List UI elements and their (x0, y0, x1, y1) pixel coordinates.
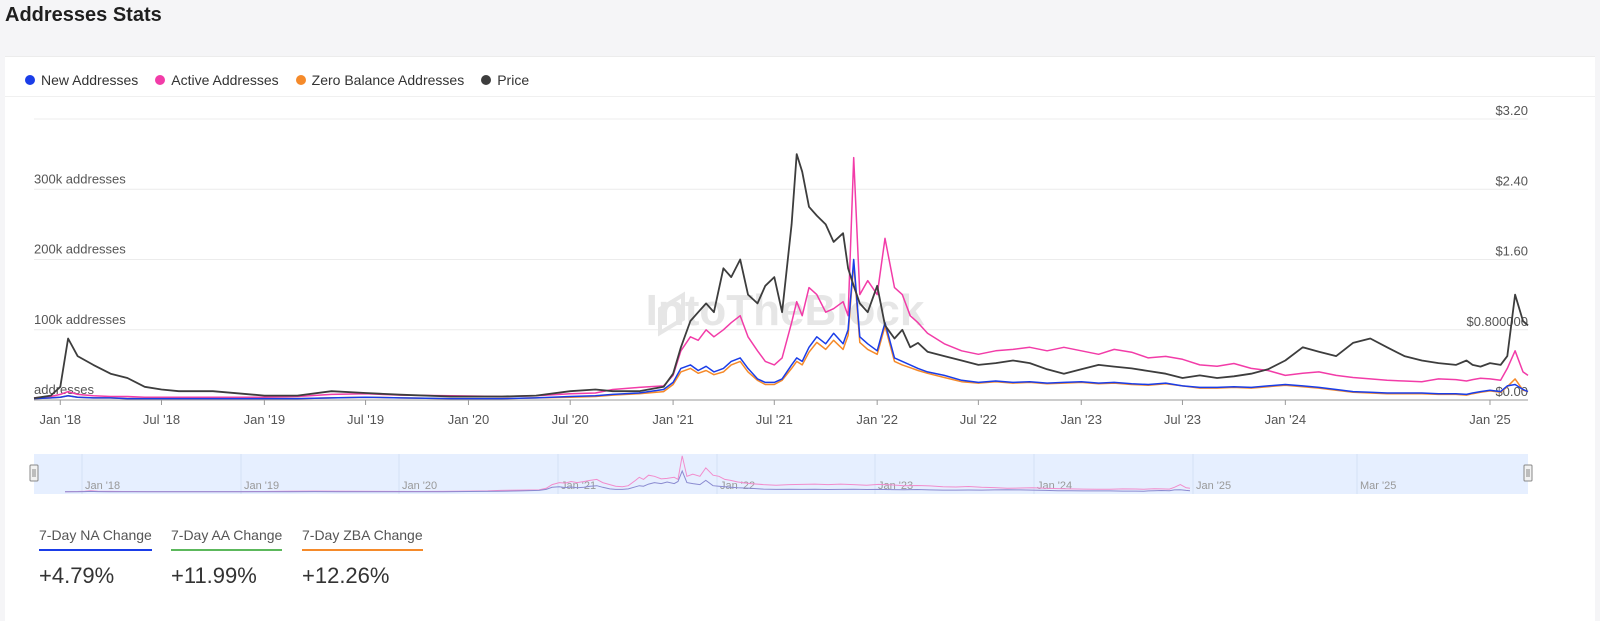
legend-divider (5, 96, 1595, 97)
navigator-label: Jan '20 (402, 480, 437, 492)
header: Addresses Stats (0, 0, 1600, 50)
stat-label: 7-Day ZBA Change (302, 527, 423, 551)
stat-value: +4.79% (39, 563, 115, 588)
left-axis-tick-label: addresses (34, 382, 94, 397)
series-line-active-addresses (33, 156, 1529, 399)
stat-zba-change: 7-Day ZBA Change +12.26% (302, 527, 432, 589)
legend-label: Active Addresses (171, 72, 279, 88)
left-axis-tick-label: 200k addresses (34, 242, 126, 257)
page-title: Addresses Stats (5, 4, 162, 26)
x-axis-tick-label: Jan '18 (40, 412, 82, 427)
navigator-label: Jan '25 (1196, 480, 1231, 492)
left-axis-tick-label: 300k addresses (34, 171, 126, 186)
watermark-logo-mark (658, 291, 685, 337)
drag-handle-icon[interactable] (29, 464, 39, 482)
navigator-label: Jan '23 (878, 480, 913, 492)
stat-value: +11.99% (171, 563, 257, 588)
x-axis-tick-label: Jan '25 (1469, 412, 1511, 427)
series-line-new-addresses (33, 258, 1529, 400)
navigator-label: Jan '21 (561, 480, 596, 492)
series-line-price (33, 153, 1529, 400)
right-axis-tick-label: $0.800000 (1467, 314, 1528, 329)
right-axis-tick-label: $1.60 (1495, 244, 1528, 259)
legend-item-price[interactable]: Price (481, 72, 529, 88)
navigator-label: Mar '25 (1360, 480, 1396, 492)
legend-item-active-addresses[interactable]: Active Addresses (155, 72, 279, 88)
legend-item-zero-balance-addresses[interactable]: Zero Balance Addresses (295, 72, 465, 88)
drag-handle-icon[interactable] (1523, 464, 1533, 482)
navigator-label: Jan '18 (85, 480, 120, 492)
left-axis-tick-label: 100k addresses (34, 312, 126, 327)
x-axis-tick-label: Jul '22 (960, 412, 997, 427)
x-axis-tick-label: Jul '18 (143, 412, 180, 427)
legend-label: New Addresses (41, 72, 139, 88)
right-axis-tick-label: $2.40 (1495, 173, 1528, 188)
stat-aa-change: 7-Day AA Change +11.99% (171, 527, 301, 589)
stat-value: +12.26% (302, 563, 390, 588)
stat-label: 7-Day NA Change (39, 527, 152, 551)
right-axis-tick-label: $3.20 (1495, 103, 1528, 118)
x-axis-tick-label: Jan '20 (448, 412, 490, 427)
x-axis-tick-label: Jan '24 (1265, 412, 1307, 427)
circle-dot-icon (295, 75, 306, 85)
chart-card: New Addresses Active Addresses Zero Bala… (5, 56, 1595, 621)
navigator-label: Jan '19 (244, 480, 279, 492)
circle-dot-icon (155, 75, 166, 85)
x-axis-tick-label: Jul '23 (1164, 412, 1201, 427)
navigator-series (64, 469, 1191, 493)
navigator-range[interactable] (34, 454, 1528, 494)
x-axis-tick-label: Jan '22 (856, 412, 898, 427)
x-axis-tick-label: Jul '20 (552, 412, 589, 427)
x-axis-tick-label: Jul '19 (347, 412, 384, 427)
legend-label: Price (497, 72, 530, 88)
legend-label: Zero Balance Addresses (311, 72, 465, 88)
stat-na-change: 7-Day NA Change +4.79% (39, 527, 169, 589)
legend-item-new-addresses[interactable]: New Addresses (25, 72, 138, 88)
x-axis-tick-label: Jul '21 (756, 412, 793, 427)
x-axis-tick-label: Jan '23 (1060, 412, 1102, 427)
x-axis-tick-label: Jan '21 (652, 412, 694, 427)
circle-dot-icon (481, 75, 492, 85)
line-chart: $0.00$0.800000$1.60$2.40$3.20addresses10… (29, 103, 1533, 494)
legend: New Addresses Active Addresses Zero Bala… (25, 67, 529, 93)
circle-dot-icon (25, 75, 35, 85)
stat-label: 7-Day AA Change (171, 527, 283, 551)
x-axis-tick-label: Jan '19 (244, 412, 286, 427)
